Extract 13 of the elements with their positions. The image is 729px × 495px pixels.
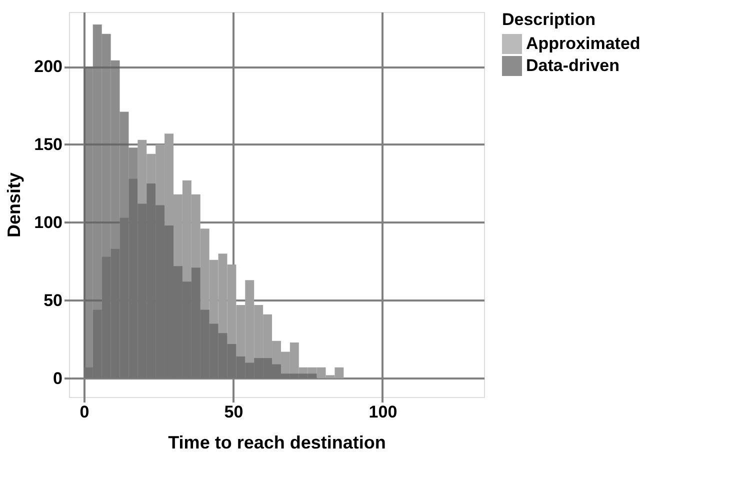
y-tick-label: 200 (34, 57, 62, 76)
x-axis-title: Time to reach destination (168, 432, 386, 452)
y-tick-label: 50 (44, 290, 62, 310)
legend-label: Data-driven (526, 56, 620, 75)
y-tick-label: 0 (53, 368, 62, 388)
y-tick-label: 100 (34, 212, 62, 232)
legend-label: Approximated (526, 34, 640, 53)
y-tick-label: 150 (34, 134, 62, 154)
legend-title: Description (502, 10, 596, 29)
y-axis-title: Density (4, 172, 24, 238)
x-tick-label: 50 (224, 402, 244, 422)
x-tick-label: 100 (368, 402, 398, 422)
x-tick-label: 0 (80, 402, 90, 422)
